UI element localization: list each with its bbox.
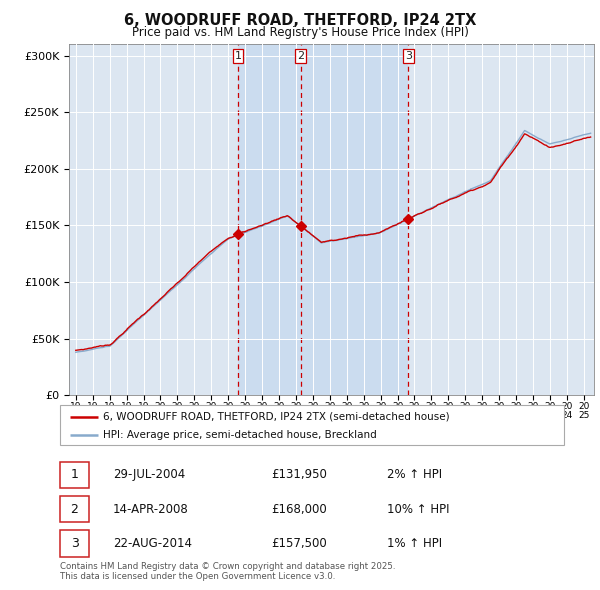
Text: 6, WOODRUFF ROAD, THETFORD, IP24 2TX (semi-detached house): 6, WOODRUFF ROAD, THETFORD, IP24 2TX (se… <box>103 412 449 422</box>
Text: 3: 3 <box>71 536 79 550</box>
Bar <box>60 496 89 523</box>
Bar <box>301 44 409 395</box>
Text: 1% ↑ HPI: 1% ↑ HPI <box>388 536 442 550</box>
Text: 10% ↑ HPI: 10% ↑ HPI <box>388 503 450 516</box>
Text: Price paid vs. HM Land Registry's House Price Index (HPI): Price paid vs. HM Land Registry's House … <box>131 26 469 39</box>
Text: 2% ↑ HPI: 2% ↑ HPI <box>388 468 442 481</box>
Text: 3: 3 <box>405 51 412 61</box>
Text: Contains HM Land Registry data © Crown copyright and database right 2025.
This d: Contains HM Land Registry data © Crown c… <box>60 562 395 581</box>
Text: 22-AUG-2014: 22-AUG-2014 <box>113 536 192 550</box>
Text: 29-JUL-2004: 29-JUL-2004 <box>113 468 185 481</box>
Text: 2: 2 <box>71 503 79 516</box>
Text: £168,000: £168,000 <box>271 503 327 516</box>
Text: 14-APR-2008: 14-APR-2008 <box>113 503 188 516</box>
Bar <box>60 461 89 489</box>
Text: 1: 1 <box>235 51 241 61</box>
Text: 2: 2 <box>297 51 304 61</box>
Bar <box>60 530 89 556</box>
Text: HPI: Average price, semi-detached house, Breckland: HPI: Average price, semi-detached house,… <box>103 431 377 440</box>
Text: 6, WOODRUFF ROAD, THETFORD, IP24 2TX: 6, WOODRUFF ROAD, THETFORD, IP24 2TX <box>124 13 476 28</box>
Bar <box>238 44 301 395</box>
Text: £157,500: £157,500 <box>271 536 327 550</box>
Text: 1: 1 <box>71 468 79 481</box>
Text: £131,950: £131,950 <box>271 468 327 481</box>
